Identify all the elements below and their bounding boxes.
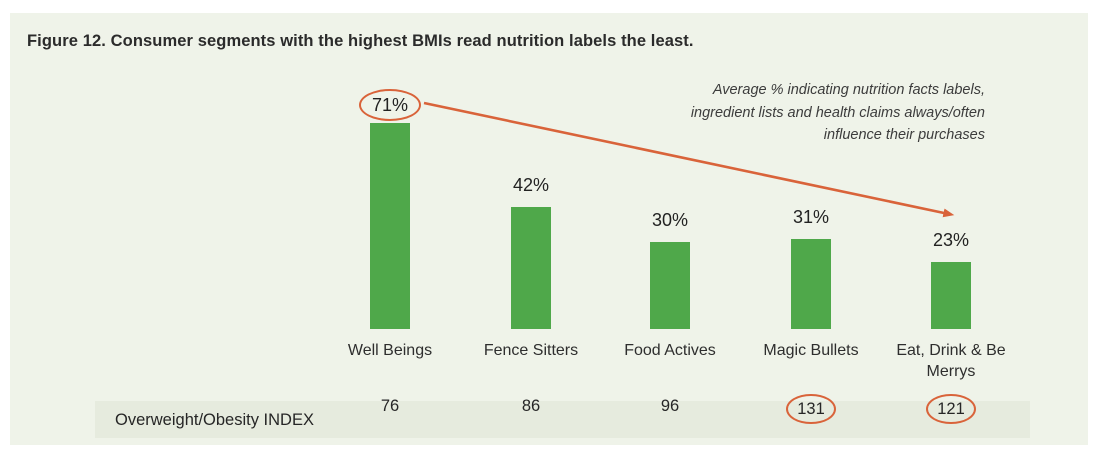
bar-value-label-3: 31% xyxy=(741,205,881,229)
index-value-4: 121 xyxy=(881,394,1021,424)
highlight-ellipse: 71% xyxy=(358,89,422,121)
bar-4 xyxy=(931,262,971,329)
category-label-3: Magic Bullets xyxy=(763,342,859,359)
bar-3 xyxy=(791,239,831,329)
bar-value-label-2: 30% xyxy=(600,208,740,232)
bar-value-label-1: 42% xyxy=(461,173,601,197)
value-text: 30% xyxy=(651,210,689,230)
figure-title: Figure 12. Consumer segments with the hi… xyxy=(27,32,694,50)
index-value-2: 96 xyxy=(600,394,740,418)
annotation-line-3: influence their purchases xyxy=(823,127,985,143)
index-value-text: 96 xyxy=(660,397,680,415)
index-value-text: 86 xyxy=(521,397,541,415)
category-label-2: Food Actives xyxy=(624,342,716,359)
index-highlight-ellipse: 131 xyxy=(786,394,836,424)
index-value-0: 76 xyxy=(320,394,460,418)
annotation-line-1: Average % indicating nutrition facts lab… xyxy=(712,82,985,98)
index-row-label: Overweight/Obesity INDEX xyxy=(115,411,314,429)
figure-panel: Figure 12. Consumer segments with the hi… xyxy=(10,13,1088,445)
bar-0 xyxy=(370,123,410,329)
category-label-0: Well Beings xyxy=(347,342,433,359)
index-value-1: 86 xyxy=(461,394,601,418)
index-row-band xyxy=(95,401,1030,438)
value-text: 23% xyxy=(932,230,970,250)
value-text: 42% xyxy=(512,175,550,195)
category-label-4: Eat, Drink & Be Merrys xyxy=(896,342,1006,380)
value-text: 31% xyxy=(792,207,830,227)
bar-value-label-4: 23% xyxy=(881,228,1021,252)
index-value-text: 76 xyxy=(380,397,400,415)
bar-1 xyxy=(511,207,551,329)
annotation-line-2: ingredient lists and health claims alway… xyxy=(690,104,985,121)
category-label-1: Fence Sitters xyxy=(483,342,579,359)
chart-annotation: Average % indicating nutrition facts lab… xyxy=(600,79,985,147)
bar-value-label-0: 71% xyxy=(320,89,460,121)
bar-2 xyxy=(650,242,690,329)
index-value-3: 131 xyxy=(741,394,881,424)
index-highlight-ellipse: 121 xyxy=(926,394,976,424)
